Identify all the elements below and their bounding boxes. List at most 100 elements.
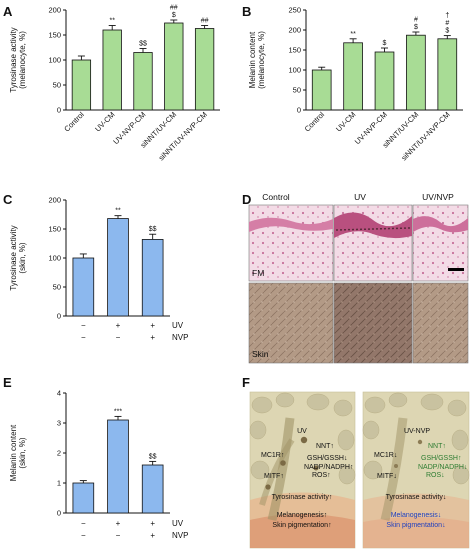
treatment-name-c: NVP: [172, 333, 188, 342]
bar-b: [374, 51, 395, 111]
y-tick-label-c: 200: [48, 196, 61, 205]
treatment-name-e: NVP: [172, 531, 188, 540]
significance-mark-b: $: [383, 40, 387, 47]
panel-label-d: D: [242, 192, 251, 207]
y-tick-label-c: 0: [57, 312, 61, 321]
significance-mark-a: $: [172, 12, 176, 19]
fm-melanin-layer-uv: [335, 227, 411, 231]
y-axis-label-c: Tyrosinase activity: [9, 225, 18, 290]
treatment-mark-c: +: [150, 333, 155, 342]
fm-epidermis-control: [249, 217, 333, 232]
diagram-uv-nvp-pigmentation: Skin pigmentation↓: [386, 522, 445, 529]
y-tick-label-b: 200: [288, 26, 301, 35]
fm-epidermis-uv: [334, 212, 412, 239]
fm-epidermis-uv-nvp: [413, 216, 468, 233]
panel-d-micrographs: Control UV UV/NVP FM Skin: [248, 192, 469, 364]
category-label-a: Control: [62, 110, 86, 134]
treatment-mark-e: −: [81, 519, 86, 528]
bar-a: [102, 29, 122, 111]
bar-a: [133, 52, 153, 111]
panel-label-c: C: [3, 192, 13, 207]
diagram-uv-nvp: UV-NVP NNT↑ MC1R↓ GSH/GSSH↑ NADP/NADPH↓ …: [362, 391, 470, 549]
y-axis-label-e: Melanin content: [9, 424, 18, 481]
diagram-uv-nvp-ros: ROS↓: [426, 472, 445, 479]
treatment-mark-c: −: [81, 333, 86, 342]
significance-mark-b: #: [445, 20, 449, 27]
diagram-uv-nvp-melanogenesis: Melanogenesis↓: [391, 512, 442, 519]
significance-mark-b: #: [414, 17, 418, 24]
treatment-mark-e: −: [116, 531, 121, 540]
significance-mark-a: ##: [201, 18, 209, 25]
bar-a: [71, 59, 92, 111]
panel-label-f: F: [242, 375, 250, 390]
diagram-uv-nadp: NADP/NADPH↑: [304, 464, 353, 471]
significance-mark-c: **: [115, 208, 121, 215]
significance-mark-a: **: [109, 18, 115, 25]
y-tick-label-e: 0: [57, 509, 61, 518]
panel-label-a: A: [3, 4, 13, 19]
significance-mark-b: $: [445, 28, 449, 35]
diagram-uv-melanogenesis: Melanogenesis↑: [277, 512, 328, 519]
y-tick-label-b: 100: [288, 66, 301, 75]
treatment-mark-c: −: [116, 333, 121, 342]
y-tick-label-e: 4: [57, 389, 61, 398]
bar-a: [164, 22, 184, 111]
diagram-uv-mc1r: MC1R↑: [261, 452, 284, 459]
y-axis-label-c: (skin, %): [18, 242, 27, 273]
y-axis-label-b: (melanocyte, %): [257, 31, 266, 89]
column-label-control: Control: [262, 192, 290, 202]
y-axis-label-e: (skin, %): [18, 437, 27, 468]
bar-e: [107, 419, 129, 514]
fm-image-control: [248, 204, 334, 282]
category-label-b: Control: [303, 110, 327, 134]
significance-mark-e: $$: [149, 453, 157, 460]
skin-image-control: [248, 282, 334, 364]
bar-e: [72, 482, 95, 514]
significance-mark-b: †: [445, 13, 449, 20]
y-tick-label-a: 100: [48, 56, 61, 65]
category-label-a: UV-CM: [93, 110, 116, 133]
column-label-uv-nvp: UV/NVP: [422, 192, 454, 202]
y-axis-label-a: Tyrosinase activity: [9, 27, 18, 92]
bar-b: [311, 69, 332, 111]
y-tick-label-c: 50: [53, 283, 61, 292]
significance-mark-e: ***: [114, 408, 122, 415]
y-axis-label-b: Melanin content: [248, 31, 257, 88]
y-tick-label-a: 0: [57, 106, 61, 115]
chart-c-tyrosinase-skin: 0 50 100 150 200 Tyrosinase activity (skin, %)…: [9, 196, 188, 342]
panel-label-b: B: [242, 4, 251, 19]
y-tick-label-a: 50: [53, 81, 61, 90]
bar-a: [194, 28, 215, 111]
y-tick-label-e: 2: [57, 449, 61, 458]
y-tick-label-b: 50: [293, 86, 301, 95]
panel-f-diagrams: UV NNT↑ MC1R↑ GSH/GSSH↓ NADP/NADPH↑ MITF…: [249, 391, 470, 549]
significance-mark-b: $: [414, 24, 418, 31]
significance-mark-a: $$: [139, 41, 147, 48]
chart-e-melanin-skin: 0 1 2 3 4 Melanin content (skin, %) *** $$ − + + UV −…: [9, 389, 188, 540]
column-label-uv: UV: [354, 192, 366, 202]
diagram-uv: UV NNT↑ MC1R↑ GSH/GSSH↓ NADP/NADPH↑ MITF…: [249, 391, 356, 549]
panel-label-e: E: [3, 375, 12, 390]
treatment-name-e: UV: [172, 519, 184, 528]
diagram-uv-title: UV: [297, 428, 307, 435]
significance-mark-c: $$: [149, 226, 157, 233]
chart-b-melanin-melanocyte: 0 50 100 150 200 250 Melanin content (melanocyt…: [248, 6, 463, 162]
y-tick-label-a: 150: [48, 31, 61, 40]
y-tick-label-c: 150: [48, 225, 61, 234]
diagram-uv-nvp-gsh: GSH/GSSH↑: [421, 455, 461, 462]
y-tick-label-b: 150: [288, 46, 301, 55]
bar-b: [343, 42, 363, 111]
diagram-uv-mitf: MITF↑: [264, 473, 284, 480]
y-axis-label-a: (melanocyte, %): [18, 31, 27, 89]
diagram-uv-nvp-mitf: MITF↓: [377, 473, 397, 480]
diagram-uv-pigmentation: Skin pigmentation↑: [272, 522, 331, 529]
diagram-uv-nvp-mc1r: MC1R↓: [374, 452, 397, 459]
treatment-name-c: UV: [172, 321, 184, 330]
diagram-uv-nnt: NNT↑: [316, 443, 334, 450]
bar-b: [437, 38, 458, 111]
y-tick-label-b: 250: [288, 6, 301, 15]
bar-e: [141, 464, 164, 514]
significance-mark-b: **: [350, 31, 356, 38]
y-tick-label-e: 1: [57, 479, 61, 488]
treatment-mark-e: +: [116, 519, 121, 528]
